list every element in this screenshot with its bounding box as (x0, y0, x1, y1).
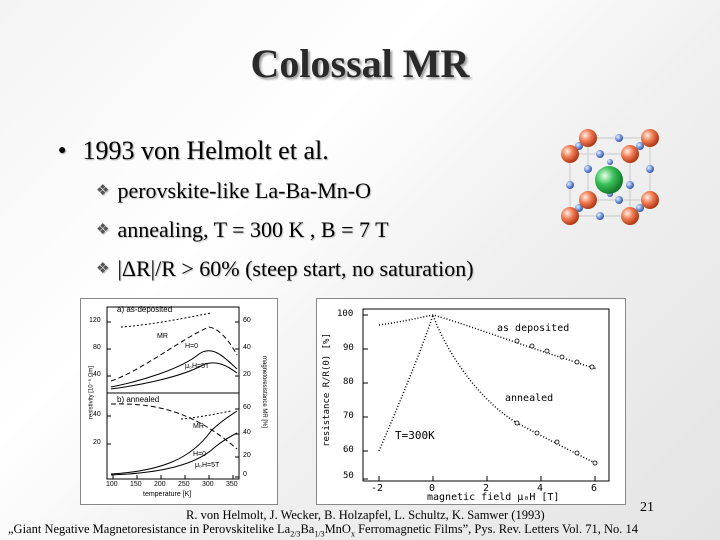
citation-ba: Ba (300, 522, 315, 536)
sub-bullet-marker-icon: ❖ (96, 259, 110, 277)
citation-authors: R. von Helmolt, J. Wecker, B. Holzapfel,… (186, 508, 545, 522)
ytick-right-a-3: 20 (243, 371, 251, 378)
main-bullet-text: 1993 von Helmolt et al. (82, 136, 329, 165)
sub-bullet-text-1: perovskite-like La-Ba-Mn-O (117, 178, 371, 203)
slide-title: Colossal MR (250, 41, 470, 86)
xtick-2: 2 (483, 483, 490, 494)
sub-bullet-2: ❖ annealing, T = 300 K , B = 7 T (96, 217, 389, 243)
panel-a-label: a) as-deposited (117, 305, 173, 314)
citation-mno: MnO (324, 522, 351, 536)
perovskite-structure-image (561, 129, 659, 225)
citation-title-start: „Giant Negative Magnetoresistance in Per… (8, 522, 291, 536)
xtick-3: 200 (154, 481, 166, 488)
xtick-6: 350 (226, 481, 238, 488)
citation-title-end: Ferromagnetic Films”, Pys. Rev. Letters … (354, 522, 639, 536)
ytick-left-a-1: 120 (89, 317, 101, 324)
citation-sub-2: 1/3 (314, 529, 325, 539)
xtick-1: 100 (106, 481, 118, 488)
panel-b-label: b) annealed (117, 395, 160, 404)
label-h0-a: H=0 (185, 343, 199, 350)
x-axis-label: temperature [K] (143, 491, 192, 498)
label-annealed: annealed (505, 393, 554, 404)
xtick-m2: -2 (371, 483, 384, 494)
label-5t-a: μ₀H=5T (185, 363, 210, 370)
ytick-50: 50 (343, 471, 354, 481)
ytick-left-a-3: 40 (93, 371, 101, 378)
sub-bullet-marker-icon: ❖ (96, 181, 110, 199)
citation-title: „Giant Negative Magnetoresistance in Per… (8, 522, 638, 539)
sub-bullet-3: ❖ |ΔR|/R > 60% (steep start, no saturatio… (96, 256, 474, 282)
citation-sub-1: 2/3 (290, 529, 301, 539)
ytick-90: 90 (343, 343, 354, 353)
citation-sub-3: x (350, 529, 355, 539)
label-temperature: T=300K (395, 429, 435, 442)
ytick-70: 70 (343, 411, 354, 421)
ytick-left-b-2: 20 (93, 439, 101, 446)
resistivity-temperature-figure: a) as-deposited MR H=0 μ₀H=5T b) anneale… (80, 298, 278, 505)
y-axis-label-right: magnetoresistance MR [%] (261, 355, 267, 429)
label-mr-b: MR (193, 423, 204, 430)
label-as-deposited: as deposited (497, 323, 570, 334)
sub-bullet-1: ❖ perovskite-like La-Ba-Mn-O (96, 178, 371, 204)
label-mr-a: MR (157, 333, 168, 340)
x-axis-label: magnetic field μ₀H [T] (427, 492, 560, 503)
label-h0-b: H=0 (193, 451, 207, 458)
ytick-right-b-4: 0 (243, 471, 247, 478)
ytick-left-a-2: 80 (93, 344, 101, 351)
ytick-right-b-1: 60 (243, 404, 251, 411)
sub-bullet-marker-icon: ❖ (96, 220, 110, 238)
ytick-right-b-3: 20 (243, 452, 251, 459)
y-axis-label: resistance R/R(0) [%] (322, 333, 332, 447)
resistance-field-figure: resistance R/R(0) [%] 100 90 80 70 60 50… (316, 298, 626, 505)
sub-bullet-text-2: annealing, T = 300 K , B = 7 T (117, 217, 389, 242)
y-axis-label-left: resistivity [10⁻⁶ Ωm] (88, 365, 95, 420)
ytick-left-b-1: 40 (93, 411, 101, 418)
xtick-2: 150 (130, 481, 142, 488)
sub-bullet-text-3: |ΔR|/R > 60% (steep start, no saturation… (117, 256, 474, 281)
ytick-right-a-2: 40 (243, 344, 251, 351)
ytick-60: 60 (343, 445, 354, 455)
ytick-80: 80 (343, 377, 354, 387)
bullet-dot-icon: ● (58, 143, 67, 158)
page-number: 21 (640, 500, 654, 515)
ytick-100: 100 (337, 309, 354, 319)
label-5t-b: μ₀H=5T (195, 462, 220, 469)
ytick-right-b-2: 40 (243, 429, 251, 436)
ytick-right-a-1: 60 (243, 317, 251, 324)
xtick-5: 300 (202, 481, 214, 488)
xtick-4: 4 (537, 483, 544, 494)
main-bullet: ● 1993 von Helmolt et al. (58, 136, 329, 166)
xtick-4: 250 (178, 481, 190, 488)
xtick-6: 6 (591, 483, 598, 494)
xtick-0: 0 (429, 483, 436, 494)
